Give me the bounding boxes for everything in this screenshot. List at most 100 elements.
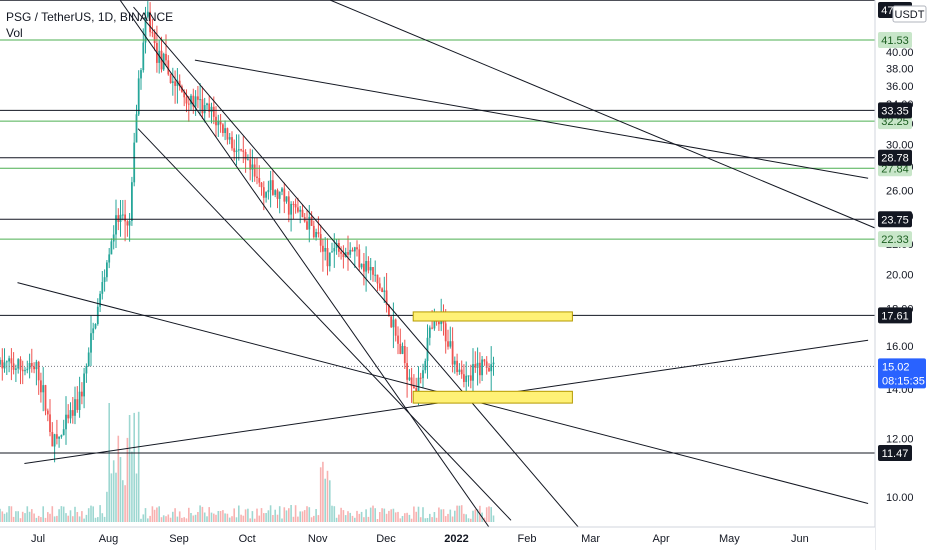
- volume-bar: [49, 513, 51, 522]
- horizontal-levels[interactable]: [0, 0, 875, 454]
- trendline[interactable]: [137, 128, 512, 521]
- volume-bar: [351, 515, 354, 522]
- volume-bar: [76, 512, 79, 522]
- candle-body: [1, 359, 4, 369]
- candle-body: [369, 267, 372, 271]
- candle-body: [426, 337, 429, 361]
- volume-bar: [444, 516, 447, 522]
- currency-badge[interactable]: [892, 5, 927, 23]
- candle-body: [190, 95, 192, 105]
- volume-bar: [449, 509, 452, 522]
- candle-body: [15, 368, 17, 370]
- x-tick-label: Apr: [653, 533, 670, 545]
- highlight-zones[interactable]: [412, 311, 573, 404]
- volume-bar: [219, 511, 222, 522]
- volume-bar: [374, 508, 376, 522]
- volume-bar: [233, 508, 235, 522]
- volume-bar: [292, 516, 295, 522]
- candle-body: [142, 42, 145, 71]
- volume-bar: [438, 507, 440, 522]
- volume-bar: [299, 511, 301, 522]
- volume-bar: [322, 461, 324, 522]
- volume-bar: [31, 509, 33, 522]
- volume-bar: [78, 516, 81, 522]
- support-level-label: 41.53: [881, 35, 909, 47]
- volume-bar: [131, 451, 133, 522]
- trendlines[interactable]: [17, 0, 876, 550]
- candle-body: [58, 436, 60, 439]
- volume-bar: [108, 403, 110, 522]
- volume-bar: [390, 509, 392, 522]
- volume-bar: [333, 506, 336, 522]
- y-tick-label: 26.00: [886, 185, 914, 197]
- volume-bar: [383, 508, 386, 522]
- candle-body: [74, 399, 76, 416]
- candle-body: [199, 99, 201, 101]
- candle-body: [349, 249, 352, 255]
- candle-body: [108, 254, 111, 263]
- candle-body: [10, 358, 13, 364]
- support-level-label: 32.25: [881, 116, 909, 128]
- trendline[interactable]: [133, 6, 582, 532]
- volume-bar: [272, 515, 274, 522]
- trendline[interactable]: [194, 59, 869, 179]
- candle-body: [385, 290, 388, 305]
- volume-bar: [283, 507, 286, 522]
- volume-bar: [226, 513, 229, 522]
- volume-bar: [306, 506, 308, 522]
- candle-body: [8, 358, 10, 362]
- candle-body: [17, 359, 20, 369]
- candle-body: [274, 190, 277, 195]
- volume-bar: [97, 517, 99, 522]
- candle-body: [256, 176, 258, 178]
- candle-body: [467, 375, 470, 377]
- trendline[interactable]: [329, 0, 876, 229]
- volume-bar: [454, 510, 456, 522]
- candle-body: [115, 215, 117, 235]
- volume-bar: [90, 505, 92, 522]
- candle-body: [83, 373, 85, 397]
- volume-bar: [467, 518, 470, 522]
- trendline[interactable]: [119, 0, 506, 550]
- candle-body: [124, 214, 126, 222]
- candle-body: [431, 327, 433, 329]
- volume-bar: [142, 514, 145, 522]
- volume-bar: [172, 511, 174, 522]
- volume-bar: [488, 506, 490, 522]
- highlight-zone[interactable]: [412, 311, 573, 322]
- volume-bar: [385, 513, 388, 522]
- volume-bar: [401, 516, 404, 522]
- volume-bar: [112, 460, 115, 522]
- candlesticks: [0, 1, 495, 463]
- volume-bar: [456, 505, 458, 522]
- candle-body: [3, 362, 6, 369]
- volume-bar: [381, 508, 383, 522]
- volume-bar: [474, 509, 477, 522]
- candle-body: [212, 106, 215, 117]
- candle-body: [372, 267, 374, 275]
- candle-body: [24, 370, 26, 372]
- volume-bar: [281, 518, 283, 522]
- candle-body: [206, 103, 208, 106]
- volume-bar: [87, 508, 90, 522]
- volume-bar: [367, 516, 370, 522]
- volume-bar: [99, 505, 101, 522]
- currency-badge-label[interactable]: USDT: [895, 9, 925, 21]
- volume-bar: [431, 517, 433, 522]
- highlight-zone[interactable]: [412, 390, 573, 404]
- volume-bar: [242, 515, 245, 522]
- candle-body: [479, 362, 481, 376]
- candle-body: [260, 182, 263, 188]
- candle-body: [85, 366, 88, 374]
- resistance-level-label: 11.47: [882, 448, 909, 460]
- support-level-label-bg: [878, 231, 912, 248]
- volume-bar: [178, 511, 181, 522]
- candle-body: [133, 142, 136, 183]
- volume-bar: [265, 513, 267, 522]
- resistance-level-label-bg: [878, 445, 912, 461]
- volume-bar: [21, 511, 24, 522]
- volume-bar: [419, 517, 422, 522]
- volume-bar: [340, 507, 342, 522]
